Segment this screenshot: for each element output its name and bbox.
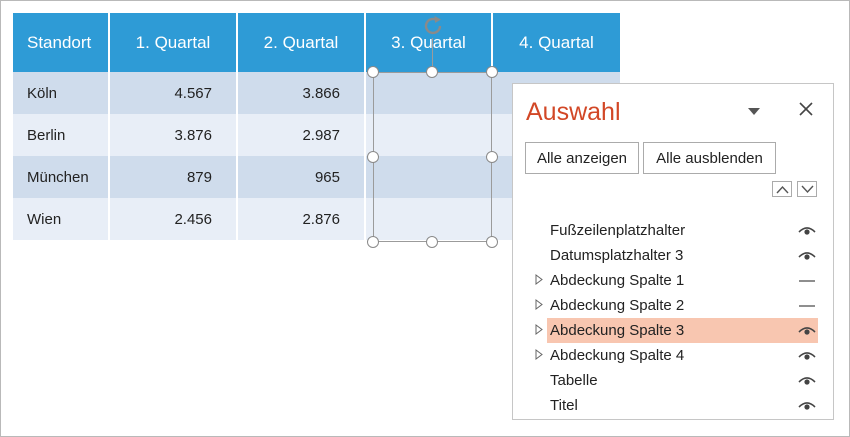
eye-icon[interactable] [798,325,816,337]
chevron-down-icon [801,185,814,194]
list-item[interactable]: Abdeckung Spalte 2 [513,293,833,318]
list-item-label: Abdeckung Spalte 3 [550,322,685,339]
bring-forward-button[interactable] [772,181,792,197]
eye-icon[interactable] [798,400,816,412]
header-standort[interactable]: Standort [13,13,110,72]
chevron-up-icon [776,185,789,194]
expand-triangle-icon[interactable] [535,324,543,335]
resize-handle-bottom[interactable] [426,236,438,248]
list-item[interactable]: Abdeckung Spalte 3 [513,318,833,343]
hidden-dash-icon[interactable] [798,275,816,287]
selection-pane: Auswahl Alle anzeigen Alle ausblenden Fu… [512,83,834,420]
hidden-dash-icon[interactable] [798,300,816,312]
table-cell[interactable]: Wien [13,198,110,240]
table-cell[interactable]: 4.567 [110,72,238,114]
table-cell[interactable]: Berlin [13,114,110,156]
header-quartal-4[interactable]: 4. Quartal [519,32,594,52]
eye-icon[interactable] [798,250,816,262]
list-item-label: Fußzeilenplatzhalter [550,222,686,239]
table-cell[interactable]: 2.987 [238,114,366,156]
table-cell[interactable]: München [13,156,110,198]
list-item[interactable]: Fußzeilenplatzhalter [513,218,833,243]
table-cell[interactable]: 3.876 [110,114,238,156]
list-item-label: Tabelle [550,372,598,389]
resize-handle-bottom-left[interactable] [367,236,379,248]
expand-triangle-icon[interactable] [535,299,543,310]
list-item[interactable]: Tabelle [513,368,833,393]
selected-shape-outline[interactable] [373,72,492,242]
list-item-label: Abdeckung Spalte 1 [550,272,685,289]
hide-all-button[interactable]: Alle ausblenden [643,142,776,174]
list-item-label: Datumsplatzhalter 3 [550,247,684,264]
table-cell[interactable]: 3.866 [238,72,366,114]
resize-handle-top-right[interactable] [486,66,498,78]
resize-handle-left[interactable] [367,151,379,163]
pane-title: Auswahl [526,98,621,126]
list-item[interactable]: Abdeckung Spalte 1 [513,268,833,293]
table-cell[interactable]: 965 [238,156,366,198]
list-item-label: Abdeckung Spalte 4 [550,347,685,364]
table-cell[interactable]: 2.876 [238,198,366,240]
resize-handle-top-left[interactable] [367,66,379,78]
list-item[interactable]: Datumsplatzhalter 3 [513,243,833,268]
rotation-connector [432,38,433,72]
resize-handle-top[interactable] [426,66,438,78]
object-list: Fußzeilenplatzhalter Datumsplatzhalter 3 A… [513,218,833,418]
header-quartal-2[interactable]: 2. Quartal [238,13,366,72]
rotate-handle-icon[interactable] [421,14,445,38]
table-header-row: Standort 1. Quartal 2. Quartal 3. Quarta… [13,13,620,72]
expand-triangle-icon[interactable] [535,349,543,360]
table-cell[interactable]: Köln [13,72,110,114]
expand-triangle-icon[interactable] [535,274,543,285]
resize-handle-bottom-right[interactable] [486,236,498,248]
table-cell[interactable]: 2.456 [110,198,238,240]
triangle-down-icon[interactable] [748,108,760,116]
eye-icon[interactable] [798,225,816,237]
close-icon[interactable] [799,102,813,116]
list-item[interactable]: Titel [513,393,833,418]
eye-icon[interactable] [798,375,816,387]
selected-highlight [547,318,818,343]
header-quartal-1[interactable]: 1. Quartal [110,13,238,72]
send-backward-button[interactable] [797,181,817,197]
list-item[interactable]: Abdeckung Spalte 4 [513,343,833,368]
header-quartal-3[interactable]: 3. Quartal [366,13,493,72]
eye-icon[interactable] [798,350,816,362]
table-cell[interactable]: 879 [110,156,238,198]
list-item-label: Titel [550,397,578,414]
show-all-button[interactable]: Alle anzeigen [525,142,639,174]
resize-handle-right[interactable] [486,151,498,163]
list-item-label: Abdeckung Spalte 2 [550,297,685,314]
